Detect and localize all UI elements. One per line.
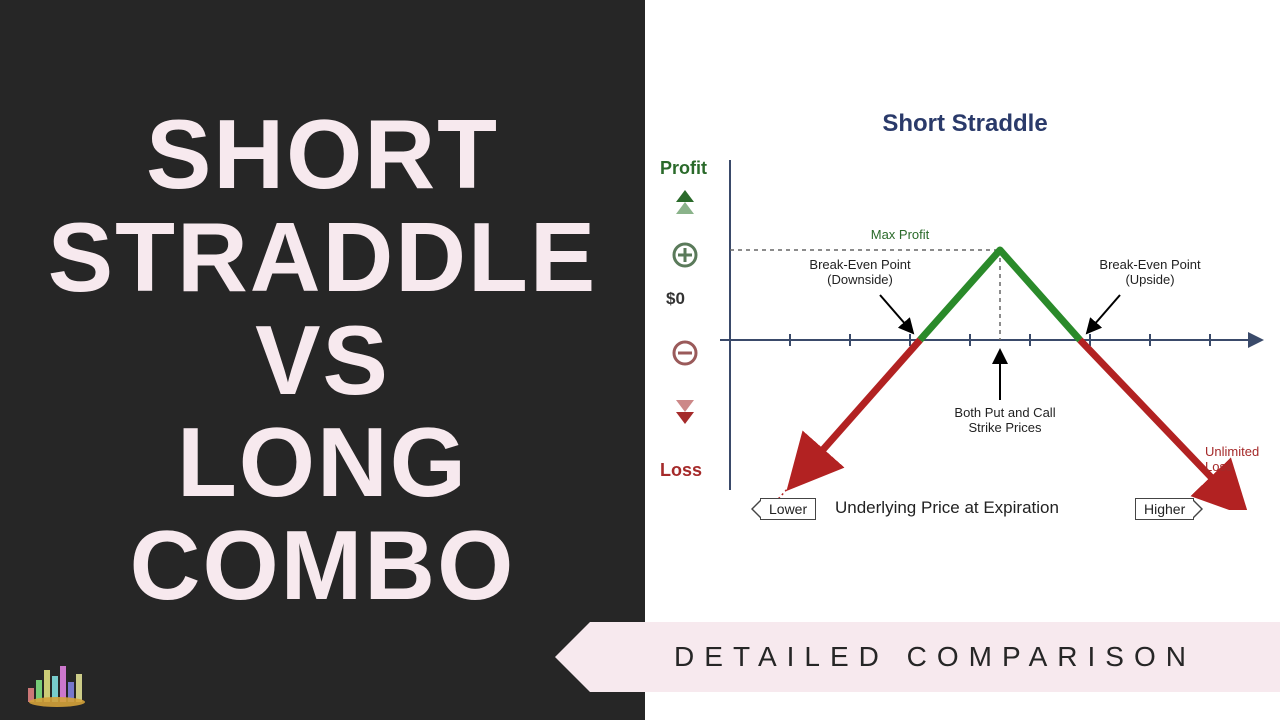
annot-be-downside: Break-Even Point (Downside) <box>790 258 930 288</box>
title-line: VS <box>48 309 598 412</box>
y-up-arrows-icon <box>674 190 696 220</box>
brand-logo-icon <box>22 658 92 708</box>
payoff-plot <box>700 150 1270 510</box>
annot-unlimited-loss: Unlimited Loss <box>1205 445 1275 475</box>
y-down-arrows-icon <box>674 400 696 430</box>
subtitle-ribbon: DETAILED COMPARISON <box>590 622 1280 692</box>
x-tag-higher: Higher <box>1135 498 1194 520</box>
title-line: SHORT <box>48 103 598 206</box>
x-axis-label: Underlying Price at Expiration <box>835 498 1059 518</box>
annot-be-upside: Break-Even Point (Upside) <box>1080 258 1220 288</box>
chart-title: Short Straddle <box>660 110 1270 138</box>
annot-max-profit: Max Profit <box>860 228 940 243</box>
title-line: STRADDLE <box>48 206 598 309</box>
left-title-panel: SHORT STRADDLE VS LONG COMBO <box>0 0 645 720</box>
title-line: LONG <box>48 411 598 514</box>
title-line: COMBO <box>48 514 598 617</box>
y-zero-label: $0 <box>666 289 685 309</box>
y-plus-icon <box>672 242 698 268</box>
annot-strike: Both Put and Call Strike Prices <box>935 406 1075 436</box>
y-label-loss: Loss <box>660 460 702 481</box>
subtitle-text: DETAILED COMPARISON <box>674 641 1196 673</box>
main-title: SHORT STRADDLE VS LONG COMBO <box>48 103 598 617</box>
y-minus-icon <box>672 340 698 366</box>
payoff-chart: Short Straddle Profit $0 Loss <box>660 110 1270 570</box>
x-tag-lower: Lower <box>760 498 816 520</box>
